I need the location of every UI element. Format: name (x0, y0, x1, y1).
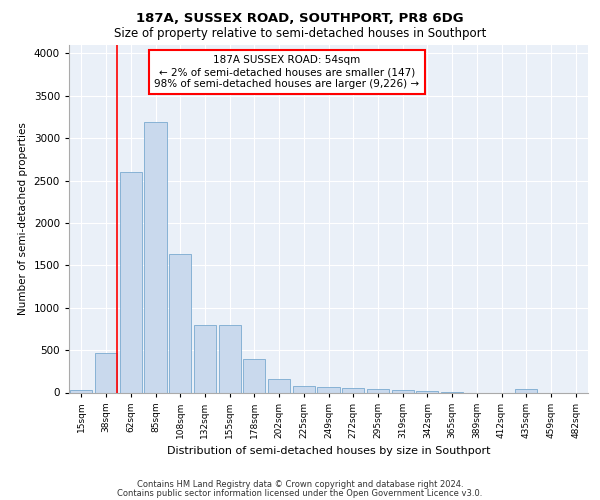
Bar (243, 360, 265, 392)
Bar (95, 352, 117, 393)
Text: Contains HM Land Registry data © Crown copyright and database right 2024.: Contains HM Land Registry data © Crown c… (137, 480, 463, 489)
Bar (119, 172, 142, 392)
Bar (392, 390, 414, 392)
Bar (367, 389, 389, 392)
Y-axis label: Number of semi-detached properties: Number of semi-detached properties (18, 122, 28, 315)
Text: 187A SUSSEX ROAD: 54sqm
← 2% of semi-detached houses are smaller (147)
98% of se: 187A SUSSEX ROAD: 54sqm ← 2% of semi-det… (154, 56, 419, 88)
Text: Size of property relative to semi-detached houses in Southport: Size of property relative to semi-detach… (114, 28, 486, 40)
X-axis label: Distribution of semi-detached houses by size in Southport: Distribution of semi-detached houses by … (167, 446, 490, 456)
Bar (268, 379, 290, 392)
Bar (293, 386, 315, 392)
Bar (169, 254, 191, 392)
Bar (515, 389, 538, 392)
Bar (218, 324, 241, 392)
Text: Contains public sector information licensed under the Open Government Licence v3: Contains public sector information licen… (118, 490, 482, 498)
Bar (194, 324, 216, 392)
Text: 187A, SUSSEX ROAD, SOUTHPORT, PR8 6DG: 187A, SUSSEX ROAD, SOUTHPORT, PR8 6DG (136, 12, 464, 26)
Bar (342, 388, 364, 392)
Bar (145, 122, 167, 392)
Bar (317, 388, 340, 392)
Bar (416, 391, 439, 392)
Bar (70, 390, 92, 392)
